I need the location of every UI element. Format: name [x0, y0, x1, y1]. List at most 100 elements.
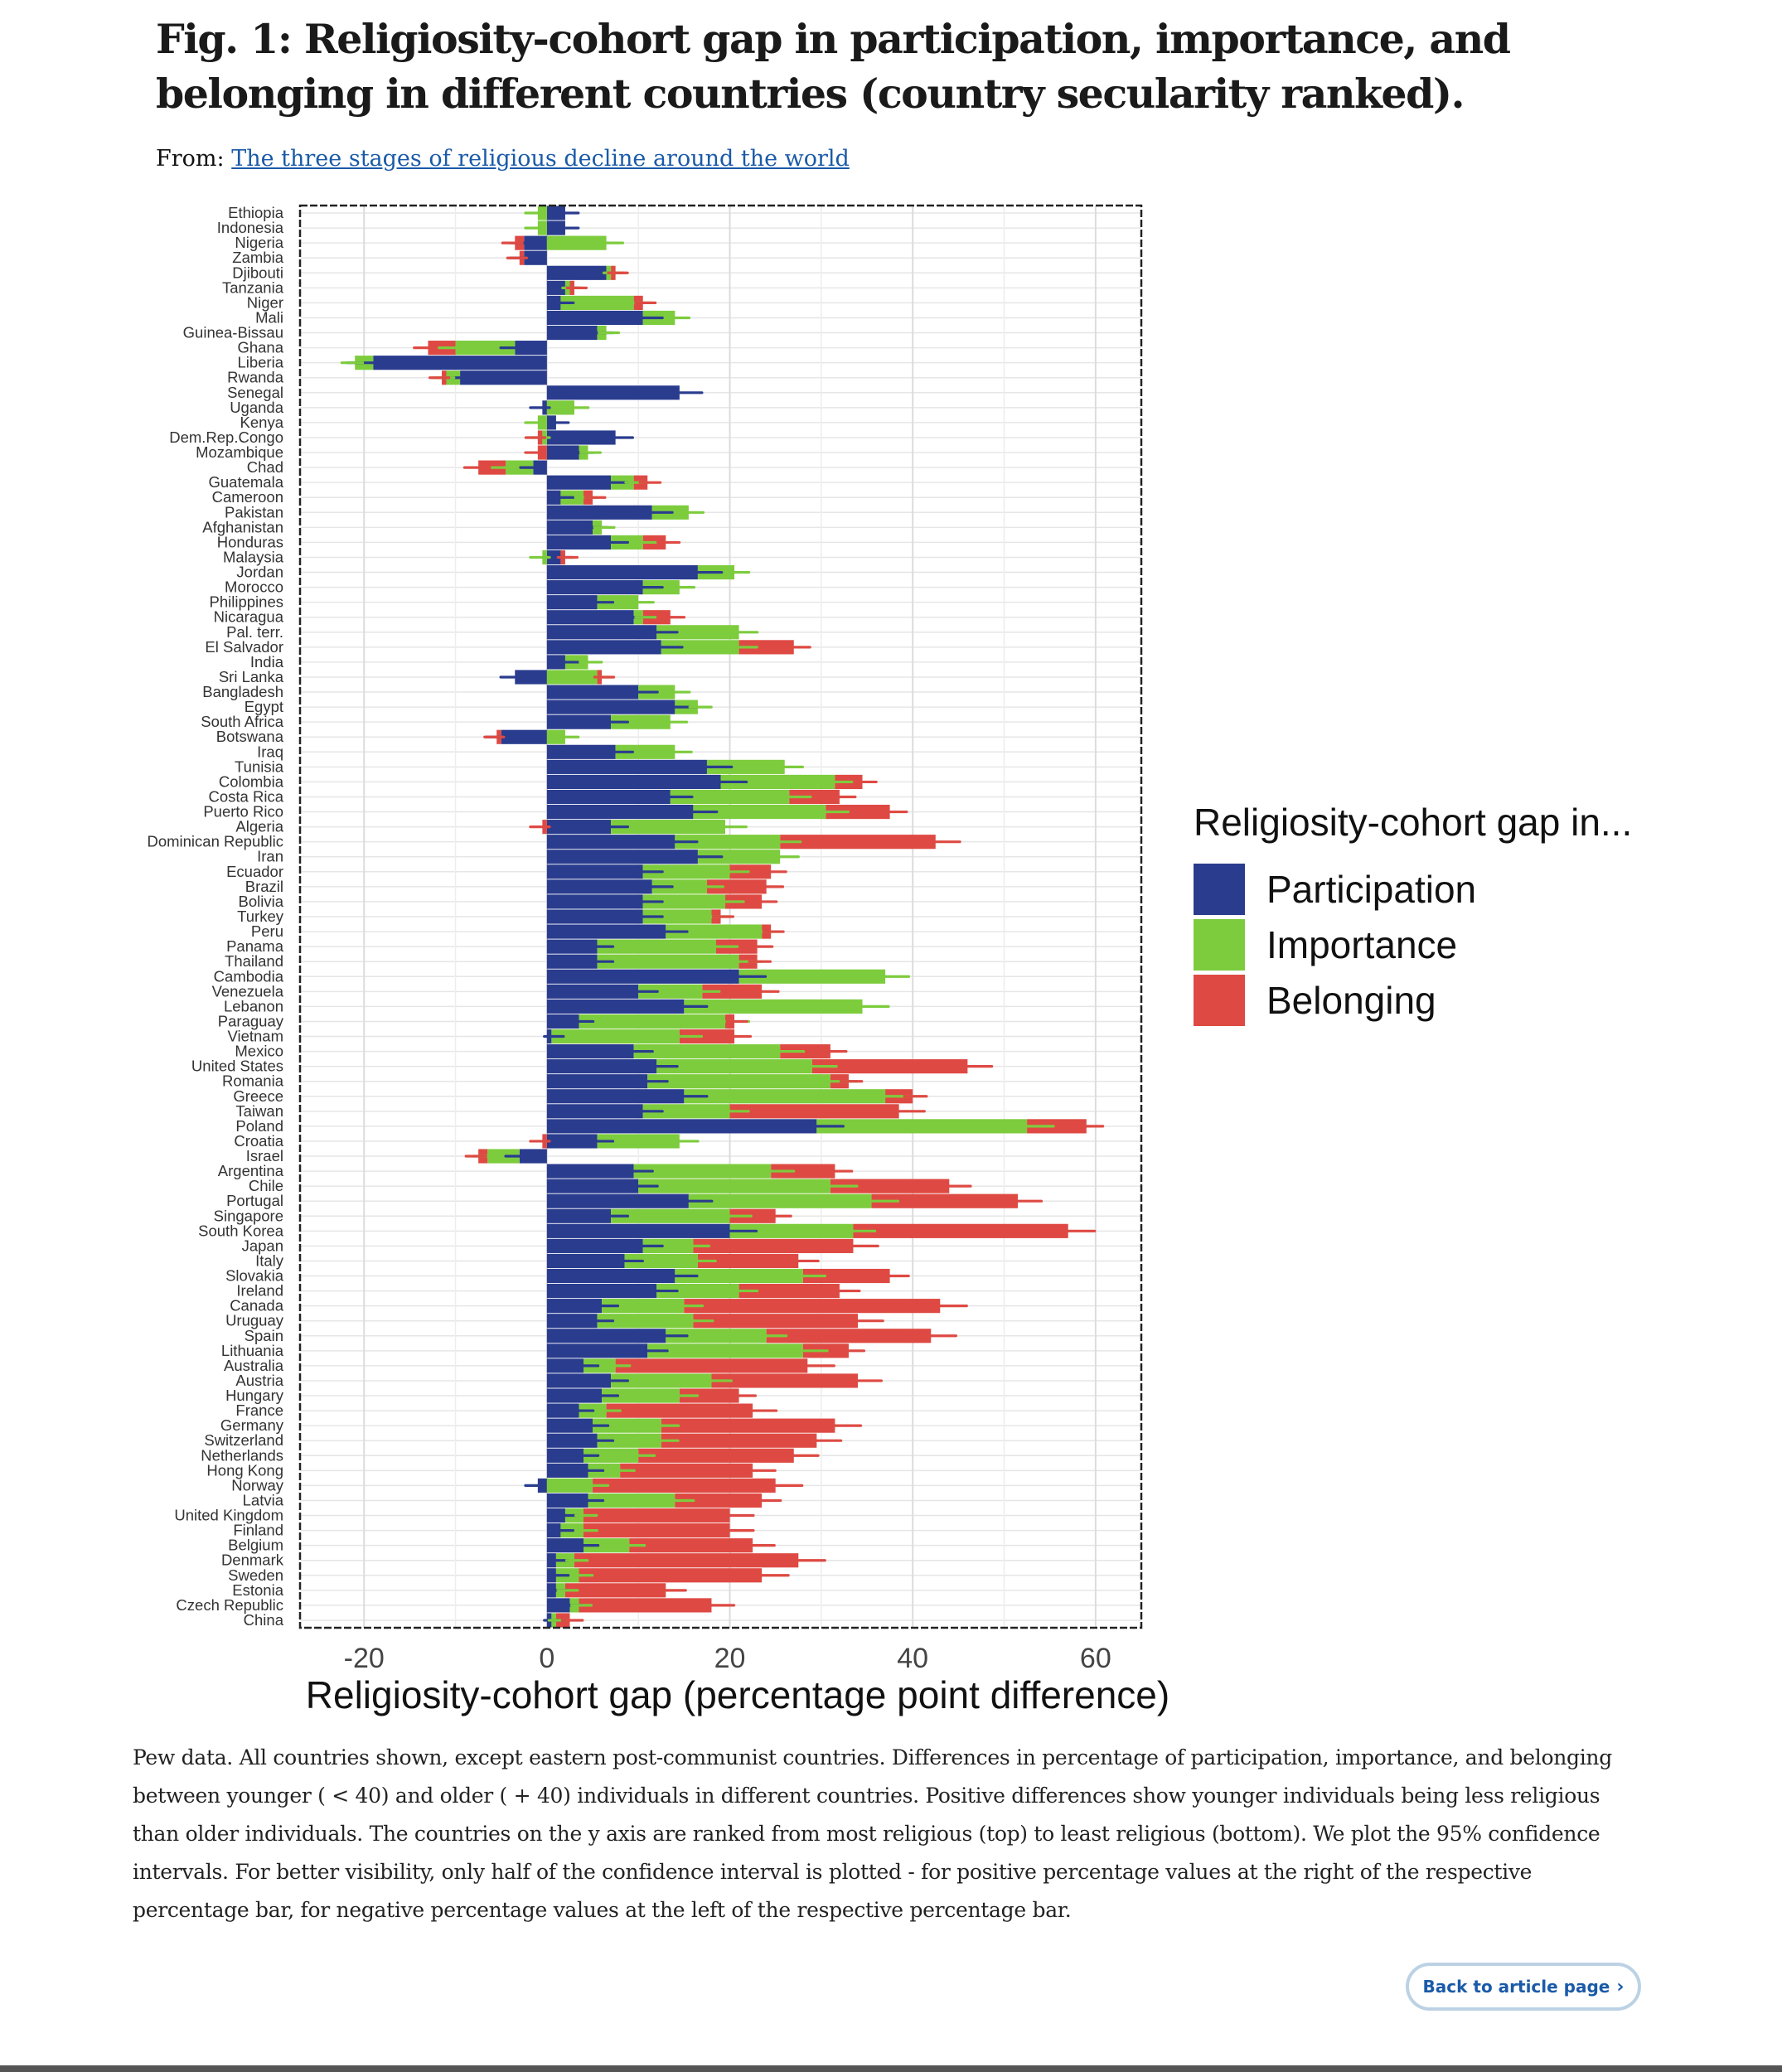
- country-label: Spain: [245, 1327, 283, 1344]
- bar-participation: [546, 1193, 689, 1208]
- bar-importance: [647, 1343, 803, 1358]
- bar-belonging: [661, 1433, 817, 1448]
- bar-belonging: [675, 1493, 763, 1508]
- bar-belonging: [766, 1329, 932, 1343]
- bar-importance: [597, 939, 716, 954]
- country-label: Denmark: [221, 1552, 284, 1569]
- bar-participation: [546, 744, 616, 759]
- country-label: Dominican Republic: [147, 833, 283, 850]
- bar-participation: [546, 984, 639, 999]
- bar-belonging: [615, 1358, 808, 1373]
- bar-importance: [615, 744, 676, 759]
- bar-participation: [546, 714, 612, 729]
- bar-participation: [546, 1208, 612, 1223]
- bar-importance: [593, 1418, 661, 1433]
- bar-importance: [611, 1373, 712, 1388]
- country-label: Bolivia: [239, 893, 284, 910]
- country-label: Tanzania: [222, 278, 284, 296]
- bar-participation: [546, 1164, 634, 1179]
- country-label: Kenya: [240, 414, 284, 431]
- bar-importance: [638, 984, 703, 999]
- bar-importance: [611, 820, 726, 835]
- country-label: Mexico: [235, 1043, 283, 1060]
- bar-belonging: [584, 1508, 730, 1523]
- bar-participation: [546, 685, 639, 700]
- bar-belonging: [729, 1208, 776, 1223]
- bar-participation: [546, 1014, 579, 1029]
- bar-participation: [546, 1598, 570, 1613]
- country-label: Colombia: [219, 772, 284, 790]
- x-tick-label: 20: [714, 1643, 746, 1674]
- bar-participation: [546, 385, 680, 400]
- x-tick-label: -20: [344, 1643, 385, 1674]
- bar-belonging: [629, 1538, 753, 1553]
- bar-importance: [560, 295, 634, 310]
- bar-belonging: [729, 864, 772, 879]
- bar-group: [355, 206, 1087, 1628]
- bar-participation: [546, 1089, 685, 1104]
- country-label: Guatemala: [209, 473, 284, 491]
- bar-importance: [546, 235, 607, 250]
- bar-participation: [546, 580, 643, 595]
- country-label: Taiwan: [235, 1102, 283, 1120]
- bar-participation: [546, 1253, 625, 1269]
- country-label: Paraguay: [218, 1012, 284, 1029]
- country-label: Croatia: [234, 1132, 283, 1150]
- bar-importance: [633, 1164, 772, 1179]
- country-labels: EthiopiaIndonesiaNigeriaZambiaDjiboutiTa…: [147, 204, 283, 1629]
- country-label: Rwanda: [227, 369, 284, 386]
- legend-item-belonging: Belonging: [1194, 972, 1774, 1028]
- country-label: Ghana: [237, 339, 283, 356]
- legend-title: Religiosity-cohort gap in...: [1194, 801, 1633, 844]
- bar-belonging: [789, 789, 840, 805]
- bar-importance: [666, 924, 763, 939]
- bar-participation: [546, 1538, 584, 1553]
- bar-participation: [546, 1343, 648, 1358]
- country-label: Argentina: [218, 1162, 284, 1179]
- source-article-link[interactable]: The three stages of religious decline ar…: [231, 146, 850, 172]
- country-label: Liberia: [237, 354, 283, 371]
- bar-importance: [656, 625, 739, 640]
- bar-importance: [551, 1029, 680, 1044]
- country-label: Estonia: [232, 1581, 283, 1599]
- bar-belonging: [579, 1568, 763, 1583]
- country-label: Netherlands: [201, 1446, 283, 1464]
- chevron-right-icon: ›: [1616, 1976, 1625, 1997]
- country-label: Cambodia: [214, 967, 284, 985]
- country-label: Costa Rica: [209, 787, 284, 805]
- bar-belonging: [826, 804, 890, 820]
- country-label: Greece: [233, 1087, 283, 1105]
- back-to-article-button[interactable]: Back to article page ›: [1406, 1963, 1641, 2011]
- bar-importance: [816, 1119, 1028, 1134]
- bar-belonging: [830, 1179, 950, 1193]
- bar-participation: [546, 820, 612, 835]
- bar-importance: [693, 804, 826, 820]
- country-label: Niger: [247, 293, 283, 311]
- legend-label-participation: Participation: [1266, 867, 1477, 911]
- bar-participation: [546, 850, 698, 864]
- country-label: Chile: [249, 1177, 283, 1194]
- bar-participation: [546, 1299, 603, 1314]
- legend-item-importance: Importance: [1194, 917, 1774, 972]
- bar-importance: [624, 1253, 698, 1269]
- bar-importance: [661, 640, 739, 655]
- country-label: Indonesia: [217, 219, 284, 236]
- country-label: Romania: [222, 1072, 284, 1090]
- bar-participation: [546, 969, 739, 984]
- bar-participation: [546, 595, 598, 610]
- bar-importance: [697, 850, 781, 864]
- country-label: Canada: [230, 1297, 284, 1314]
- bar-importance: [487, 1149, 520, 1164]
- country-label: Bangladesh: [202, 683, 283, 700]
- country-label: Nicaragua: [214, 608, 284, 626]
- country-label: Portugal: [226, 1192, 283, 1209]
- country-label: Mozambique: [196, 443, 283, 461]
- bar-importance: [720, 774, 835, 790]
- bar-importance: [670, 789, 790, 805]
- bar-participation: [524, 250, 547, 265]
- bar-participation: [546, 1358, 584, 1373]
- bar-belonging: [661, 1418, 835, 1433]
- bottom-edge-bar: [0, 2065, 1782, 2072]
- bar-participation: [546, 1134, 598, 1149]
- bar-importance: [584, 1358, 616, 1373]
